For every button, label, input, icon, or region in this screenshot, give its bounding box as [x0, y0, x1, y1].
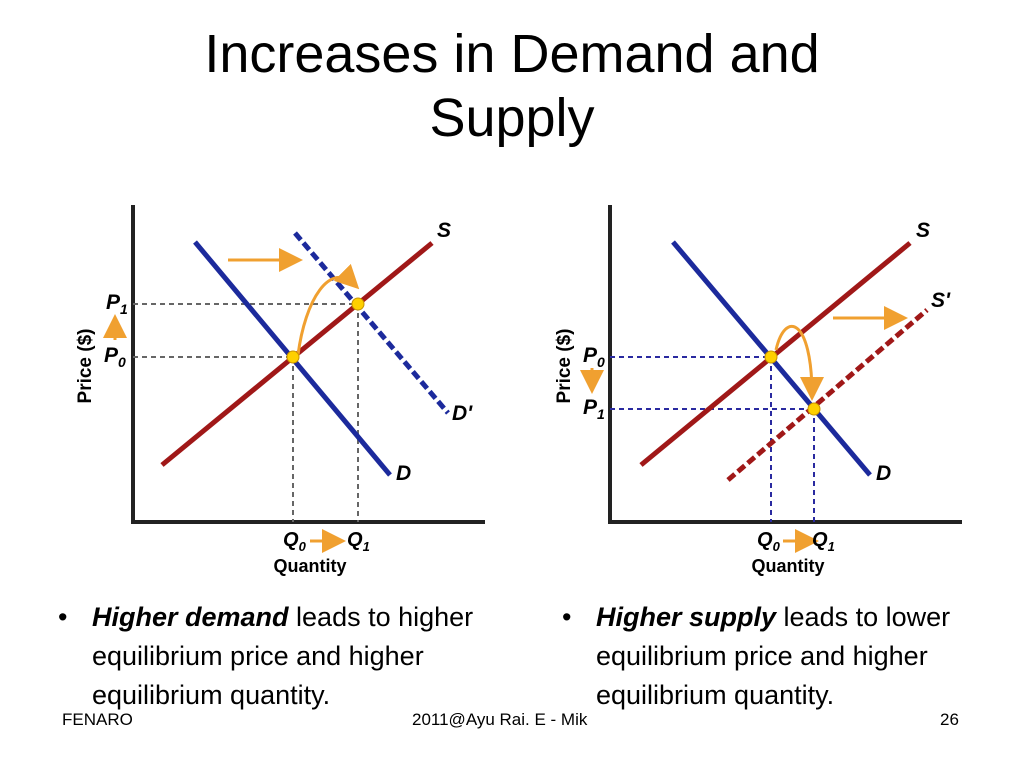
footer-page-number: 26 [940, 710, 959, 729]
left-bullet-bold: Higher demand [92, 602, 289, 632]
left-x-axis-label: Quantity [273, 556, 346, 576]
right-p1-label: P1 [583, 396, 605, 422]
right-demand-label: D [876, 462, 891, 485]
right-bullet-text: leads to lower equilibrium price and hig… [596, 602, 951, 710]
right-y-axis-label: Price ($) [554, 329, 575, 404]
right-supply-new-curve [726, 308, 929, 482]
left-demand-label: D [396, 462, 411, 485]
left-p1-label: P1 [106, 291, 128, 317]
right-supply-label: S [916, 219, 930, 242]
right-equilibrium-old [764, 350, 778, 364]
left-equilibrium-new [351, 297, 365, 311]
slide-title: Increases in Demand and Supply [0, 22, 1024, 150]
left-demand-graph: S D' D P1 P0 Q0 Q1 Quantity Price ($) [75, 205, 485, 576]
left-bullet: • Higher demand leads to higher equilibr… [58, 598, 522, 715]
right-supply-graph: S S' D P0 P1 Q0 Q1 Quantity Price ($) [554, 205, 962, 576]
left-q1-label: Q1 [347, 529, 370, 554]
right-bullet-bold: Higher supply [596, 602, 777, 632]
left-bullet-text: leads to higher equilibrium price and hi… [92, 602, 474, 710]
left-supply-label: S [437, 219, 451, 242]
footer-left: FENARO [62, 710, 133, 729]
right-bullet: • Higher supply leads to lower equilibri… [562, 598, 1006, 715]
left-curved-arrow [296, 263, 360, 356]
left-demand-new-curve [293, 231, 450, 415]
right-x-axis-label: Quantity [751, 556, 824, 576]
footer-center: 2011@Ayu Rai. E - Mik [412, 710, 588, 729]
bullet-dot: • [562, 602, 572, 632]
bullet-dot: • [58, 602, 68, 632]
left-equilibrium-old [286, 350, 300, 364]
slide-title-line2: Supply [429, 88, 595, 148]
right-equilibrium-new [807, 402, 821, 416]
slide-title-line1: Increases in Demand and [204, 24, 820, 84]
right-p0-label: P0 [583, 344, 605, 370]
left-y-axis-label: Price ($) [75, 329, 96, 404]
left-p0-label: P0 [104, 344, 126, 370]
left-demand-new-label: D' [452, 402, 473, 425]
right-q1-label: Q1 [812, 529, 835, 554]
right-q0-label: Q0 [757, 529, 781, 554]
right-supply-new-label: S' [931, 289, 951, 312]
right-curved-arrow [774, 324, 824, 401]
left-q0-label: Q0 [283, 529, 307, 554]
